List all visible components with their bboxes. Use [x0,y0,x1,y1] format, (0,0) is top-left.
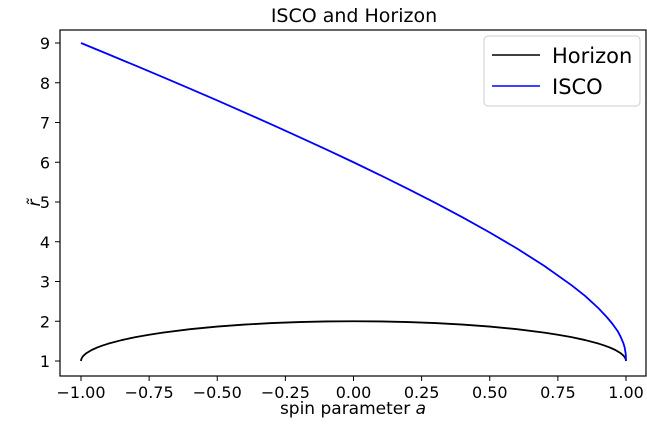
series-line-isco [80,42,627,362]
x-axis-ticks: −1.00 −0.75 −0.50 −0.25 0.00 0.25 0.50 0.75 1.00 [56,376,644,402]
x-axis-label-variable: a [416,399,426,419]
plot-lines [80,42,627,362]
x-tick-label: 0.25 [404,383,440,402]
x-tick-label: 0.50 [472,383,508,402]
legend-label-isco: ISCO [552,75,603,99]
y-axis-ticks: 1 2 3 4 5 6 7 8 9 [40,34,60,371]
y-tick-label: 9 [40,34,50,53]
series-line-horizon [80,320,627,362]
x-axis-label: spin parameter a [280,399,426,419]
y-tick-label: 5 [40,193,50,212]
x-tick-label: −0.50 [193,383,242,402]
legend-label-horizon: Horizon [552,44,632,68]
x-tick-label: 1.00 [608,383,644,402]
y-tick-label: 6 [40,153,50,172]
x-axis-label-text: spin parameter [280,399,416,419]
y-tick-label: 8 [40,74,50,93]
y-axis-label: r̃ [25,197,45,206]
y-tick-label: 4 [40,233,50,252]
y-tick-label: 3 [40,273,50,292]
x-tick-label: −0.75 [125,383,174,402]
x-tick-label: −0.25 [261,383,310,402]
x-tick-label: −1.00 [56,383,105,402]
chart-title: ISCO and Horizon [271,5,437,27]
y-tick-label: 1 [40,352,50,371]
x-tick-label: 0.75 [540,383,576,402]
x-tick-label: 0.00 [336,383,372,402]
y-tick-label: 2 [40,312,50,331]
legend-box [483,35,641,107]
y-tick-label: 7 [40,114,50,133]
legend: Horizon ISCO [483,35,641,107]
